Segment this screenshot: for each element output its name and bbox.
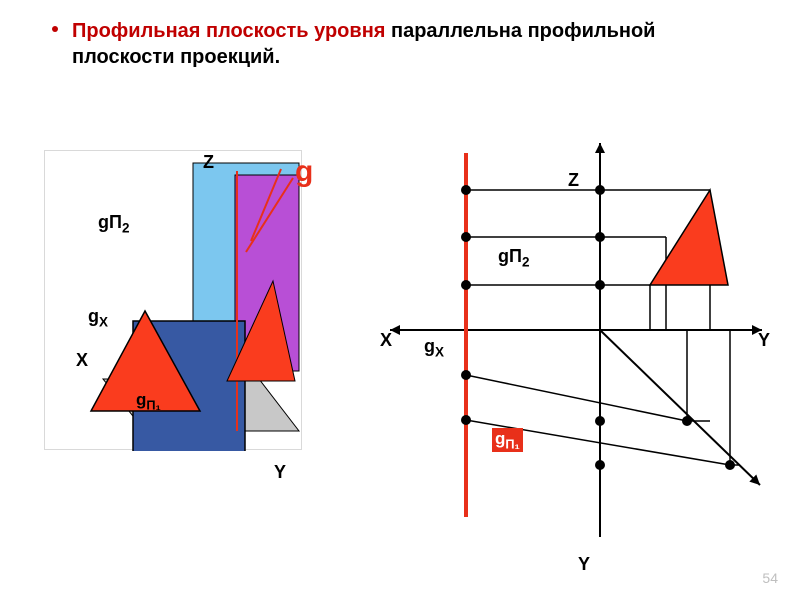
heading-accent: Профильная плоскость уровня [72, 20, 385, 42]
trace-gx-label: gX [424, 336, 444, 360]
page-number: 54 [762, 570, 778, 586]
bullet [52, 26, 58, 32]
trace-gx-label-3d: gX [88, 306, 108, 330]
axis-x-label-3d: X [76, 350, 88, 371]
figure-3d [44, 150, 302, 450]
heading: Профильная плоскость уровня параллельна … [72, 18, 740, 70]
axis-x-label: X [380, 330, 392, 351]
axis-y-label-right: Y [758, 330, 770, 351]
plane-g-label: g [295, 155, 313, 189]
trace-gp1-label-3d: gП₁ [136, 390, 161, 412]
axis-z-label: Z [568, 170, 579, 191]
trace-gp2-label-3d: gП2 [98, 212, 129, 236]
axis-y-label-3d: Y [274, 462, 286, 483]
trace-gp1-label: gП₁ [492, 428, 523, 452]
trace-gp2-label: gП2 [498, 246, 529, 270]
axis-z-label-3d: Z [203, 152, 214, 173]
axis-y-label-down: Y [578, 554, 590, 575]
